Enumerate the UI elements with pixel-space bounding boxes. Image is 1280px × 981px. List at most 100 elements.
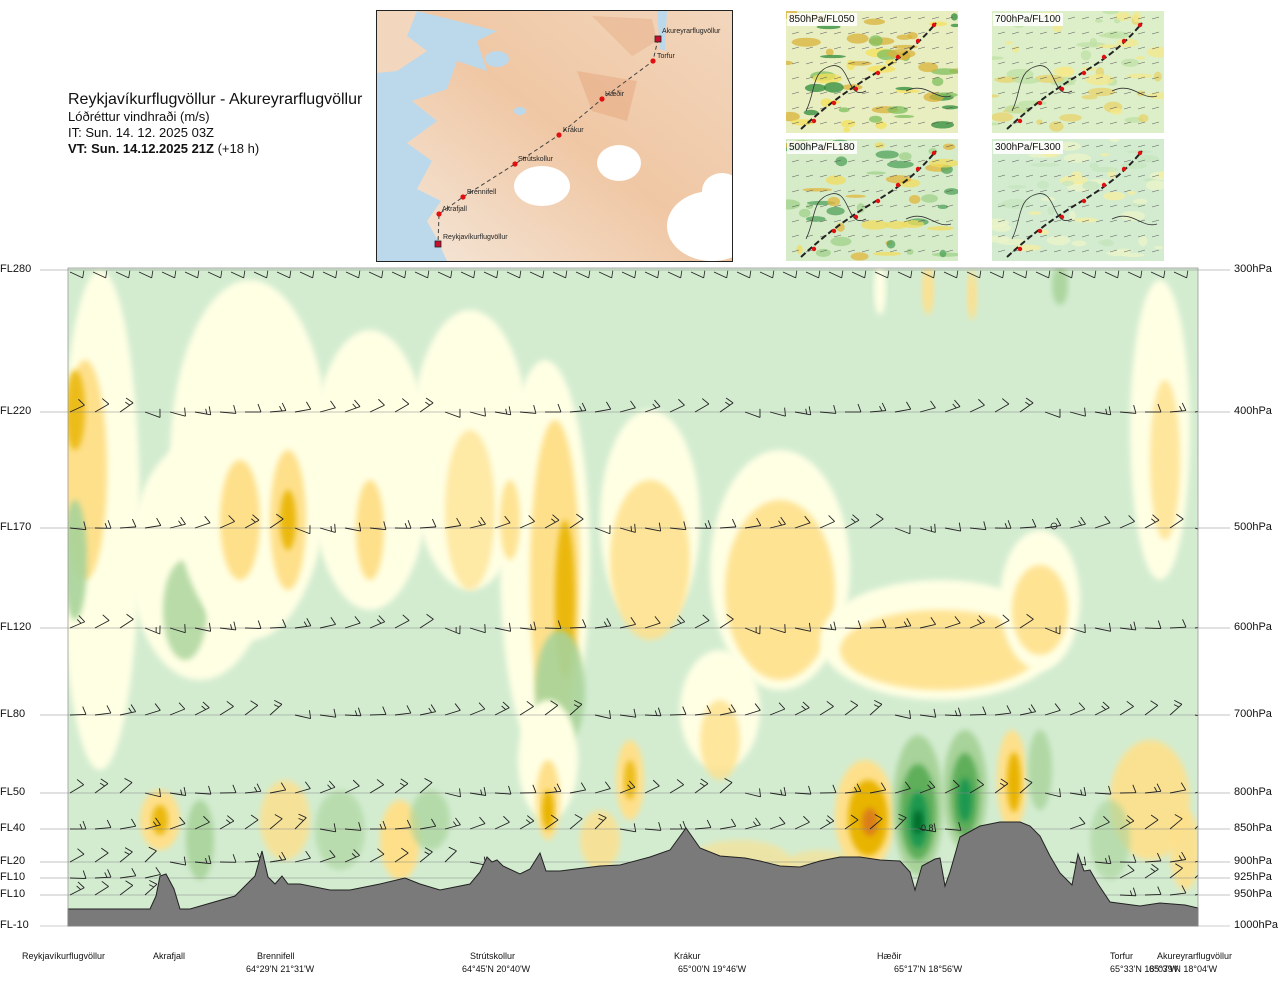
wind-barb <box>144 817 161 830</box>
wind-barb <box>519 815 535 830</box>
wind-barb <box>1169 814 1183 830</box>
field-cell <box>445 430 495 590</box>
wind-barb <box>544 783 562 794</box>
station-coordinate: 64°45'N 20°40'W <box>462 964 531 974</box>
wind-barb <box>719 778 733 794</box>
wind-barb <box>419 818 437 830</box>
wind-barb <box>1144 863 1159 879</box>
field-cell <box>913 810 923 834</box>
wind-barb <box>944 616 961 629</box>
field-cell <box>356 480 384 580</box>
wind-barb <box>744 517 762 529</box>
wind-barb <box>644 270 660 279</box>
wind-barb <box>1044 408 1061 418</box>
wind-barb <box>219 700 234 716</box>
wind-barb <box>1144 514 1160 529</box>
wind-barb <box>819 515 835 529</box>
wind-barb <box>994 398 1010 413</box>
wind-barb <box>1119 405 1137 414</box>
station-label: Akureyrarflugvöllur <box>1157 951 1233 961</box>
wind-barb <box>844 620 862 630</box>
wind-barb <box>819 700 834 716</box>
wind-barb <box>1019 704 1037 716</box>
wind-barb <box>419 847 433 863</box>
pressure-level-label: 700hPa <box>1234 708 1272 720</box>
wind-barb <box>1144 814 1159 830</box>
wind-barb <box>713 270 729 279</box>
wind-barb <box>169 816 186 830</box>
wind-barb <box>194 406 212 416</box>
wind-barb <box>244 700 259 716</box>
wind-barb <box>394 398 410 413</box>
wind-barb <box>1081 270 1097 279</box>
wind-barb <box>544 700 559 716</box>
wind-barb <box>744 817 761 830</box>
wind-barb <box>144 788 161 798</box>
wind-barb <box>919 617 936 629</box>
waypoint-marker-icon <box>460 194 466 200</box>
mini-map-850: 850hPa/FL050 <box>786 11 958 133</box>
wind-barb <box>1145 403 1162 413</box>
field-cell <box>280 490 296 550</box>
flight-level-label: FL50 <box>0 786 26 798</box>
wind-barb <box>469 624 486 634</box>
wind-barb <box>444 846 457 863</box>
wind-barb <box>1069 816 1086 830</box>
wind-barb <box>619 617 636 629</box>
wind-barb <box>669 706 687 716</box>
wind-barb <box>944 522 962 532</box>
wind-barb <box>469 702 486 716</box>
valid-lead: (+18 h) <box>217 141 260 156</box>
field-cell <box>220 460 260 580</box>
wind-barb <box>619 400 636 413</box>
wind-barb <box>419 704 437 716</box>
wind-barb <box>344 616 361 629</box>
wind-barb <box>369 521 387 531</box>
wind-barb <box>294 781 311 794</box>
station-coordinate: 65°00'N 19°46'W <box>678 964 747 974</box>
wind-barb <box>569 782 587 794</box>
wind-barb <box>1194 817 1198 830</box>
wind-barb <box>94 778 109 794</box>
station-coordinate: 65°33'N 18°07'W <box>1110 964 1179 974</box>
wind-barb <box>1144 886 1162 896</box>
wind-barb <box>1194 527 1198 535</box>
wind-barb <box>219 621 237 631</box>
waypoint-marker-icon <box>650 58 656 64</box>
route-title: Reykjavíkurflugvöllur - Akureyrarflugvöl… <box>68 91 363 108</box>
wind-barb <box>1019 778 1033 794</box>
wind-barb <box>794 515 811 529</box>
wind-barb <box>119 518 137 529</box>
wind-barb <box>694 705 712 716</box>
wind-barb <box>969 706 987 716</box>
wind-barb <box>569 699 583 716</box>
field-cell <box>958 778 972 822</box>
wind-barb <box>1194 714 1198 720</box>
wind-barb <box>969 779 984 794</box>
wind-barb <box>1012 270 1028 279</box>
wind-barb <box>1144 852 1162 863</box>
wind-barb <box>1094 515 1111 529</box>
field-cell <box>1007 752 1021 812</box>
wind-barb <box>1044 703 1061 716</box>
wind-barb <box>1019 397 1034 413</box>
field-cell <box>700 700 740 780</box>
wind-barb <box>644 522 662 532</box>
pressure-level-label: 925hPa <box>1234 871 1272 883</box>
station-label: Reykjavíkurflugvöllur <box>22 951 106 961</box>
flight-level-label: FL40 <box>0 822 26 834</box>
wind-barb <box>245 403 262 413</box>
wind-barb <box>966 270 982 279</box>
wind-barb <box>194 622 212 632</box>
wind-barb <box>319 823 337 833</box>
wind-barb <box>94 520 112 529</box>
wind-barb <box>969 398 985 413</box>
wind-barb <box>119 613 134 629</box>
map-point-label: Strútskollur <box>518 156 554 163</box>
pressure-level-label: 600hPa <box>1234 621 1272 633</box>
wind-barb <box>1094 701 1110 716</box>
wind-barb <box>690 270 706 279</box>
wind-barb <box>444 703 461 716</box>
airport-marker-icon <box>434 240 442 248</box>
wind-barb <box>94 819 112 830</box>
